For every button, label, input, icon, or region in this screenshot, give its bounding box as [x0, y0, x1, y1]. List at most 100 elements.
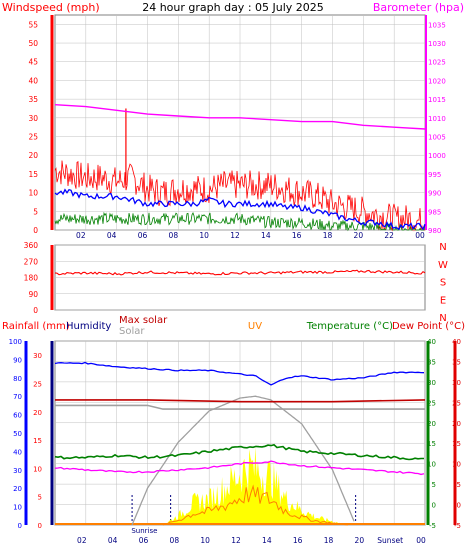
- rainfall-y-tick: 10: [13, 504, 22, 512]
- dew-point-y-tick: 0: [457, 502, 461, 510]
- dew-point-series-line: [54, 460, 425, 476]
- baro-y-tick: 1035: [428, 21, 446, 29]
- wind-y-tick: 50: [28, 39, 38, 48]
- direction-y-tick: 360: [24, 241, 39, 250]
- temperature-x-tick: Sunset: [377, 536, 403, 545]
- dew-point-axis-label: Dew Point (°C): [392, 321, 465, 332]
- compass-label: N: [439, 313, 446, 324]
- wind-y-tick: 15: [28, 170, 38, 179]
- green-wind-series-line: [54, 211, 426, 232]
- baro-y-tick: 1015: [428, 96, 446, 104]
- direction-y-tick: 90: [28, 290, 38, 299]
- wind-x-tick: 04: [107, 231, 117, 240]
- wind-x-tick: 12: [230, 231, 240, 240]
- wind-y-tick: 20: [28, 151, 38, 160]
- barometer-series-line: [54, 104, 426, 130]
- dew-point-y-tick: 5: [457, 481, 461, 489]
- rainfall-y-tick: 80: [13, 375, 22, 383]
- baro-y-tick: 1025: [428, 59, 446, 67]
- baro-y-tick: 1005: [428, 134, 446, 142]
- compass-label: S: [440, 278, 446, 289]
- wind-x-tick: 18: [323, 231, 333, 240]
- inner-y-tick: 0: [38, 522, 42, 530]
- direction-y-tick: 270: [24, 257, 39, 266]
- temperature-x-tick: 00: [416, 536, 426, 545]
- inner-y-tick: 30: [33, 352, 42, 360]
- wind-x-tick: 22: [384, 231, 394, 240]
- inner-y-tick: 10: [33, 465, 42, 473]
- temperature-x-tick: 14: [262, 536, 272, 545]
- temperature-series-line: [54, 443, 424, 461]
- sunrise-label: Sunrise: [131, 527, 157, 535]
- temperature-y-tick: 40: [427, 338, 436, 346]
- wind-x-tick: 14: [261, 231, 271, 240]
- temperature-y-tick: 5: [432, 481, 436, 489]
- rainfall-y-tick: 40: [13, 448, 22, 456]
- temperature-x-tick: 02: [77, 536, 87, 545]
- wind-y-tick: 35: [28, 95, 38, 104]
- compass-label: W: [438, 260, 448, 271]
- wind-y-tick: 30: [28, 114, 38, 123]
- baro-y-tick: 1030: [428, 40, 446, 48]
- temperature-x-tick: 08: [170, 536, 180, 545]
- wind-x-tick: 00: [415, 231, 425, 240]
- wind-y-tick: 10: [28, 189, 38, 198]
- wind-direction-series-line: [54, 269, 426, 276]
- dew-point-y-tick: 15: [452, 440, 461, 448]
- baro-y-tick: 990: [428, 190, 441, 198]
- solar-label: Solar: [119, 326, 145, 337]
- barometer-axis-label: Barometer (hpa): [373, 1, 464, 14]
- max-solar-line: [55, 399, 426, 403]
- temperature-y-tick: -5: [429, 522, 436, 530]
- wind-x-tick: 10: [199, 231, 209, 240]
- windspeed-axis-label: Windspeed (mph): [2, 1, 100, 14]
- rainfall-y-tick: 70: [13, 393, 22, 401]
- temperature-x-tick: 20: [355, 536, 365, 545]
- dew-point-y-tick: -5: [454, 522, 461, 530]
- inner-y-tick: 5: [38, 494, 42, 502]
- baro-y-tick: 985: [428, 208, 441, 216]
- baro-y-tick: 995: [428, 171, 441, 179]
- humidity-series-line: [54, 361, 425, 386]
- dew-point-y-tick: 10: [452, 461, 461, 469]
- solar-level-line: [55, 404, 425, 410]
- temperature-y-tick: 20: [427, 420, 436, 428]
- temperature-x-tick: 04: [108, 536, 118, 545]
- wind-y-tick: 5: [33, 207, 38, 216]
- wind-y-tick: 55: [28, 20, 38, 29]
- temperature-y-tick: 30: [427, 379, 436, 387]
- temperature-y-tick: 10: [427, 461, 436, 469]
- wind-x-tick: 16: [292, 231, 302, 240]
- temperature-y-tick: 15: [427, 440, 436, 448]
- inner-y-tick: 25: [33, 380, 42, 388]
- baro-y-tick: 1010: [428, 115, 446, 123]
- baro-y-tick: 1000: [428, 152, 446, 160]
- dew-point-y-tick: 35: [452, 358, 461, 366]
- temperature-axis-label: Temperature (°C): [306, 321, 393, 332]
- wind-y-tick: 45: [28, 58, 38, 67]
- compass-label: E: [440, 295, 446, 306]
- direction-y-tick: 180: [24, 274, 39, 283]
- rainfall-axis-label: Rainfall (mm): [2, 321, 70, 332]
- uv-series-line: [162, 484, 348, 526]
- dew-point-y-tick: 30: [452, 379, 461, 387]
- inner-y-tick: 20: [33, 409, 42, 417]
- wind-y-tick: 40: [28, 76, 38, 85]
- humidity-axis-label: Humidity: [66, 321, 111, 332]
- temperature-y-tick: 25: [427, 399, 436, 407]
- wind-x-tick: 20: [354, 231, 364, 240]
- uv-label: UV: [248, 321, 262, 332]
- baro-y-tick: 980: [428, 227, 441, 235]
- wind-y-tick: 25: [28, 133, 38, 142]
- wind-x-tick: 06: [138, 231, 148, 240]
- temperature-y-tick: 0: [432, 502, 436, 510]
- temperature-x-tick: 18: [324, 536, 334, 545]
- inner-y-tick: 15: [33, 437, 42, 445]
- rainfall-y-tick: 60: [13, 412, 22, 420]
- rainfall-y-tick: 30: [13, 467, 22, 475]
- dew-point-y-tick: 20: [452, 420, 461, 428]
- baro-y-tick: 1020: [428, 77, 446, 85]
- wind-x-tick: 02: [76, 231, 86, 240]
- wind-x-tick: 08: [169, 231, 179, 240]
